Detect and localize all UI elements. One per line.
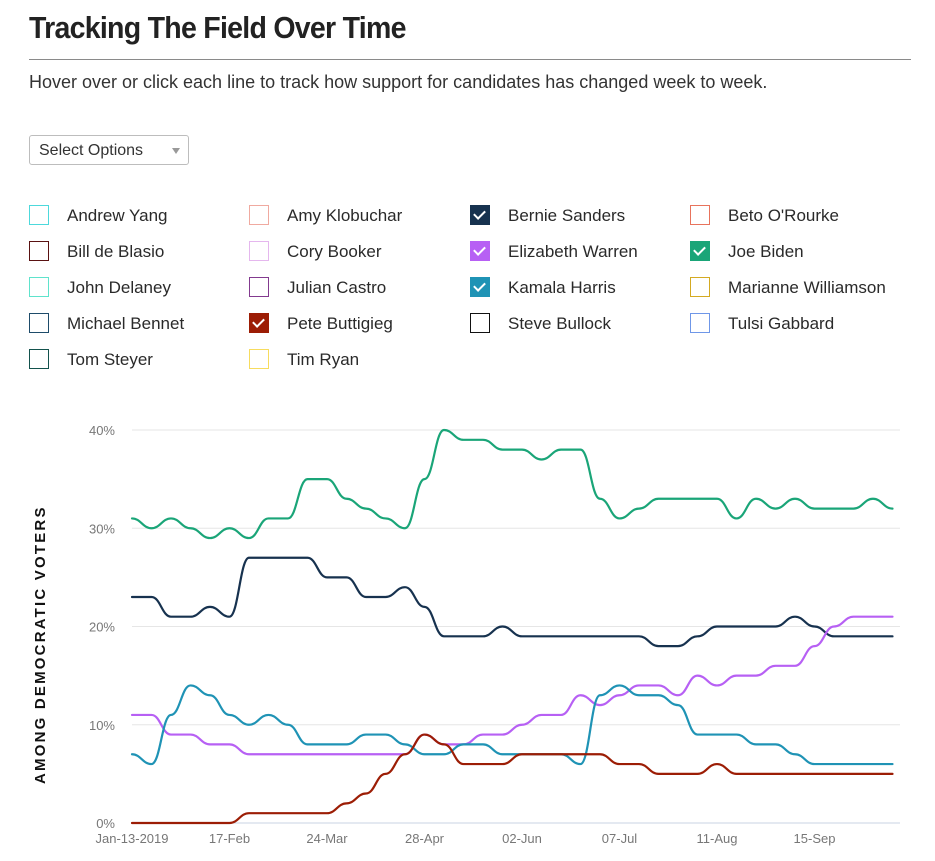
series-line-kamala-harris[interactable]: [130, 684, 894, 766]
x-tick-label: Jan-13-2019: [96, 831, 169, 846]
legend-label: Julian Castro: [287, 278, 387, 297]
select-options-dropdown[interactable]: Select Options: [29, 135, 189, 165]
y-tick-label: 10%: [89, 718, 115, 733]
checkbox[interactable]: [690, 277, 710, 297]
legend-label: Bill de Blasio: [67, 242, 165, 261]
checkbox[interactable]: [690, 241, 710, 261]
x-tick-label: 24-Mar: [306, 831, 348, 846]
legend-label: Tim Ryan: [287, 350, 360, 369]
series-line-bernie-sanders[interactable]: [130, 556, 894, 648]
checkbox[interactable]: [249, 205, 269, 225]
legend-label: Kamala Harris: [508, 278, 616, 297]
legend-label: Michael Bennet: [67, 314, 185, 333]
x-tick-label: 02-Jun: [502, 831, 542, 846]
checkbox[interactable]: [249, 241, 269, 261]
legend-label: Marianne Williamson: [728, 278, 886, 297]
checkbox[interactable]: [249, 277, 269, 297]
page-subtitle: Hover over or click each line to track h…: [29, 72, 768, 92]
checkbox[interactable]: [29, 313, 49, 333]
select-options-label: Select Options: [39, 142, 144, 159]
y-tick-label: 40%: [89, 423, 115, 438]
legend-label: Bernie Sanders: [508, 206, 626, 225]
legend-label: Steve Bullock: [508, 314, 611, 333]
legend-label: Elizabeth Warren: [508, 242, 638, 261]
checkbox[interactable]: [29, 205, 49, 225]
checkbox[interactable]: [470, 205, 490, 225]
legend-label: Amy Klobuchar: [287, 206, 403, 225]
y-tick-label: 0%: [96, 816, 115, 831]
legend-label: Tulsi Gabbard: [728, 314, 835, 333]
legend-label: Cory Booker: [287, 242, 382, 261]
checkbox[interactable]: [690, 205, 710, 225]
legend-label: Andrew Yang: [67, 206, 168, 225]
y-tick-label: 30%: [89, 521, 115, 536]
title-divider: [29, 59, 911, 60]
checkbox[interactable]: [249, 313, 269, 333]
checkbox[interactable]: [470, 241, 490, 261]
caret-down-icon: [172, 148, 180, 154]
x-tick-label: 07-Jul: [602, 831, 638, 846]
x-tick-label: 11-Aug: [697, 831, 738, 846]
legend-label: Pete Buttigieg: [287, 314, 393, 333]
x-tick-label: 28-Apr: [405, 831, 445, 846]
checkbox[interactable]: [690, 313, 710, 333]
legend-label: Joe Biden: [728, 242, 804, 261]
checkbox[interactable]: [249, 349, 269, 369]
x-tick-label: 17-Feb: [209, 831, 250, 846]
checkbox[interactable]: [29, 349, 49, 369]
x-tick-label: 15-Sep: [794, 831, 836, 846]
legend-label: John Delaney: [67, 278, 171, 297]
legend-label: Tom Steyer: [67, 350, 153, 369]
series-line-elizabeth-warren[interactable]: [130, 615, 894, 756]
checkbox[interactable]: [470, 277, 490, 297]
series-line-pete-buttigieg[interactable]: [130, 733, 894, 825]
checkbox[interactable]: [29, 277, 49, 297]
checkbox[interactable]: [29, 241, 49, 261]
y-tick-label: 20%: [89, 620, 115, 635]
page-title: Tracking The Field Over Time: [29, 10, 406, 45]
series-line-joe-biden[interactable]: [130, 428, 894, 540]
legend-label: Beto O'Rourke: [728, 206, 839, 225]
checkbox[interactable]: [470, 313, 490, 333]
